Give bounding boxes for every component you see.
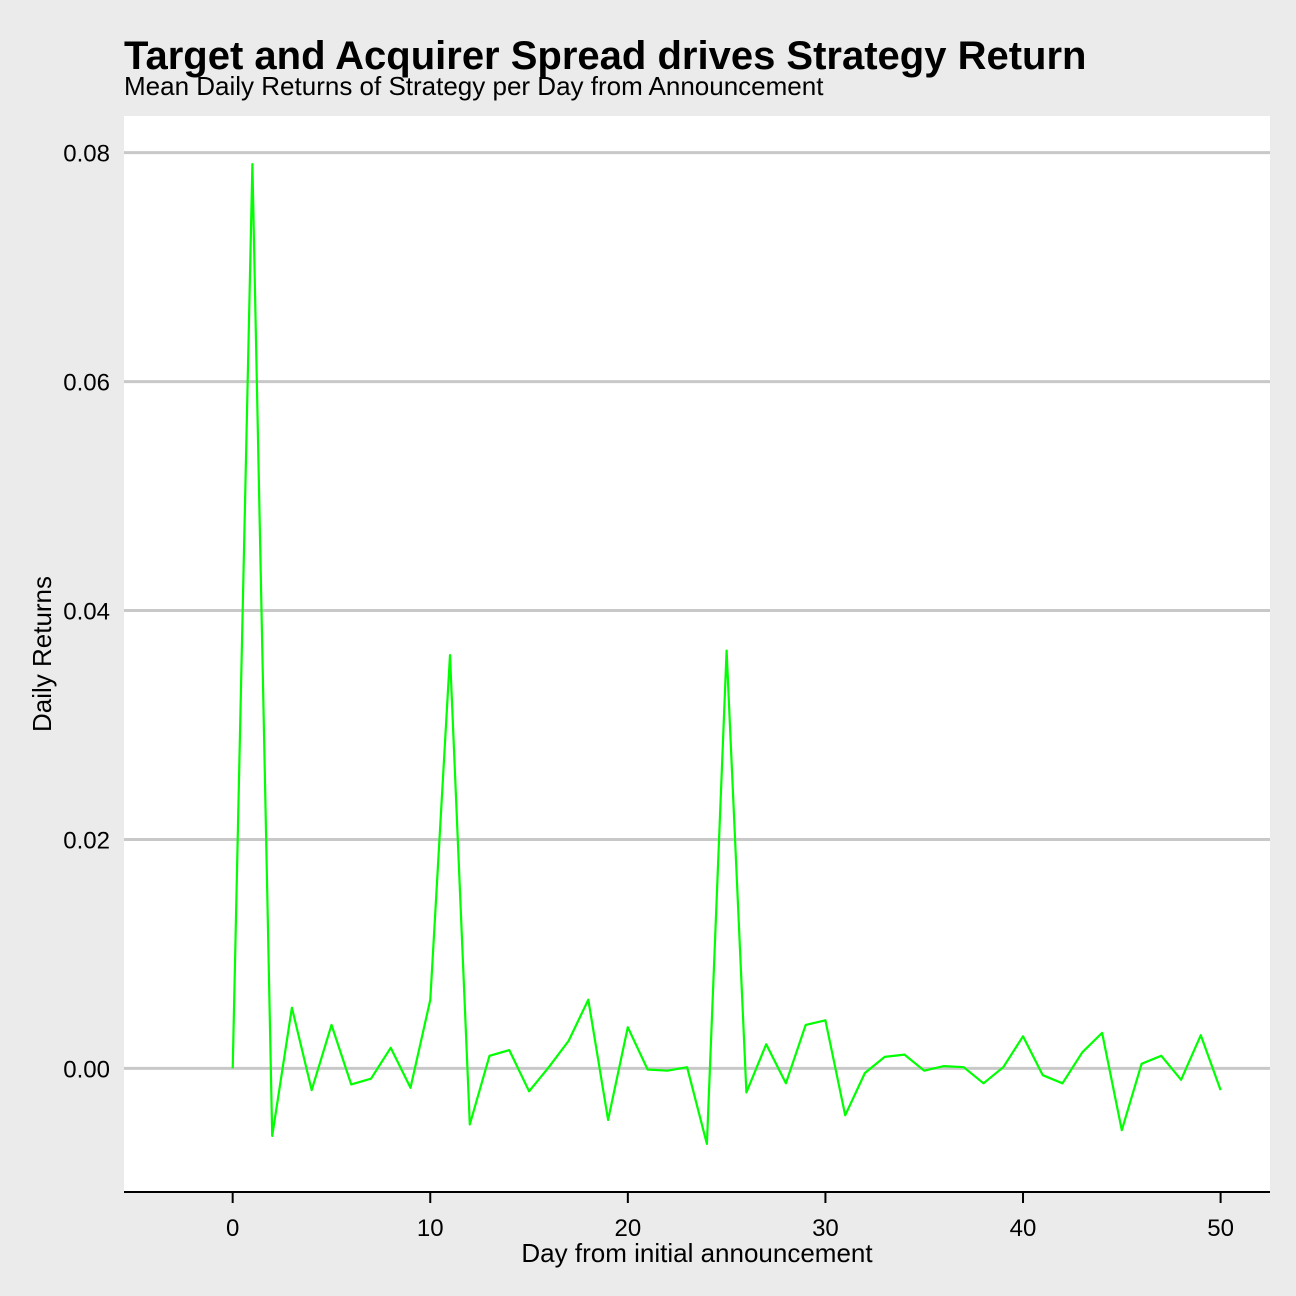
chart-title: Target and Acquirer Spread drives Strate… (124, 34, 1086, 78)
y-axis-label: Daily Returns (27, 576, 57, 732)
x-axis-ticks: 0 10 20 30 40 50 (226, 1192, 1234, 1242)
y-tick-label: 0.06 (63, 370, 110, 397)
y-tick-label: 0.04 (63, 599, 110, 626)
series-line-0 (231, 163, 1222, 1146)
y-tick-label: 0.02 (63, 827, 110, 854)
x-axis-label: Day from initial announcement (521, 1238, 873, 1268)
x-tick-label: 30 (812, 1215, 839, 1242)
x-tick-label: 50 (1207, 1215, 1234, 1242)
grid-lines (124, 151, 1270, 1070)
y-tick-label: 0.08 (63, 141, 110, 168)
x-tick-label: 0 (226, 1215, 239, 1242)
y-axis-ticks: 0.00 0.02 0.04 0.06 0.08 (63, 141, 110, 1084)
x-tick-label: 20 (614, 1215, 641, 1242)
x-tick-label: 40 (1010, 1215, 1037, 1242)
plot-panel (124, 116, 1270, 1192)
chart-subtitle: Mean Daily Returns of Strategy per Day f… (124, 71, 824, 101)
y-tick-label: 0.00 (63, 1056, 110, 1083)
series-group (231, 163, 1222, 1146)
x-tick-label: 10 (417, 1215, 444, 1242)
